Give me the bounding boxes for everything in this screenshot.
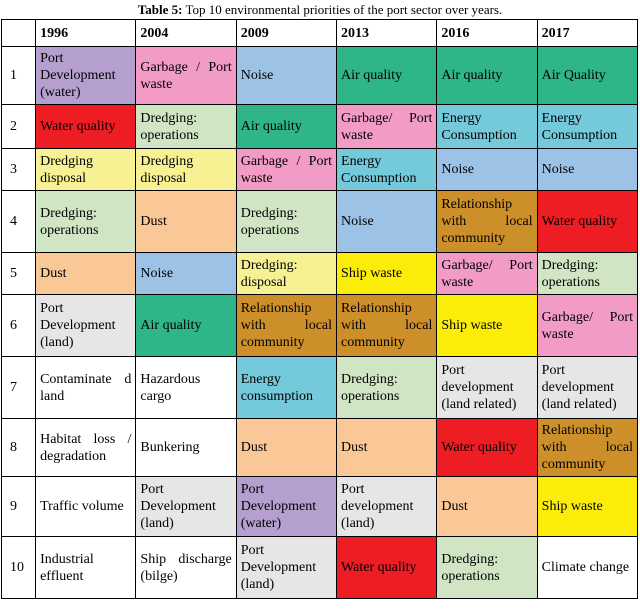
- priority-cell: Water quality: [336, 536, 438, 599]
- priority-cell: Garbage/ Port waste: [336, 104, 438, 149]
- priority-cell: Energy Consumption: [536, 104, 639, 149]
- priority-cell: Port development (land): [336, 476, 438, 537]
- table-row: 7 Contaminate d land Hazardous cargo Energy…: [0, 356, 639, 419]
- priority-cell: Water quality: [436, 418, 538, 477]
- priority-cell: Ship waste: [536, 476, 639, 537]
- priority-cell: Dredging: disposal: [235, 252, 338, 295]
- priority-cell: Energy Consumption: [436, 104, 538, 149]
- table-row: 10 Industrial effluent Ship discharge (bil…: [0, 536, 639, 599]
- priority-cell: Noise: [336, 190, 438, 253]
- rank-cell: 8: [0, 418, 37, 477]
- table-row: 3 Dredging disposal Dredging disposal Garba…: [0, 148, 639, 191]
- header-year-2017: 2017: [536, 19, 639, 47]
- priority-cell: Air quality: [336, 46, 438, 105]
- priority-cell: Dust: [436, 476, 538, 537]
- priority-cell: Dredging: operations: [35, 190, 137, 253]
- table-caption-text: Top 10 environmental priorities of the p…: [182, 2, 503, 17]
- priority-cell: Bunkering: [135, 418, 237, 477]
- priority-cell: Port development (land related): [536, 356, 639, 419]
- priority-cell: Ship waste: [336, 252, 438, 295]
- table-row: 2 Water quality Dredging: operations Air qu…: [0, 104, 639, 149]
- header-row: 1996 2004 2009 2013 2016 2017: [0, 19, 639, 47]
- rank-cell: 2: [0, 104, 37, 149]
- priority-cell: Garbage/ Port waste: [436, 252, 538, 295]
- priority-cell: Dredging: operations: [536, 252, 639, 295]
- rank-cell: 5: [0, 252, 37, 295]
- priority-cell: Energy Consumption: [336, 148, 438, 191]
- rank-cell: 3: [0, 148, 37, 191]
- rank-cell: 7: [0, 356, 37, 419]
- priority-cell: Dust: [135, 190, 237, 253]
- priority-cell: Ship discharge (bilge): [135, 536, 237, 599]
- priority-cell: Garbage / Port waste: [135, 46, 237, 105]
- rank-cell: 10: [0, 536, 37, 599]
- table-caption: Table 5: Top 10 environmental priorities…: [0, 2, 640, 18]
- priority-cell: Air quality: [135, 294, 237, 357]
- priority-cell: Energy consumption: [235, 356, 338, 419]
- priority-cell: Noise: [135, 252, 237, 295]
- priority-cell: Port development (land related): [436, 356, 538, 419]
- priorities-table: 1996 2004 2009 2013 2016 2017 1 Port Deve…: [0, 19, 639, 599]
- priority-cell: Relationship with local community: [235, 294, 338, 357]
- table-row: 8 Habitat loss / degradation Bunkering Dust…: [0, 418, 639, 477]
- priority-cell: Port Development (water): [235, 476, 338, 537]
- table-row: 1 Port Development (water) Garbage / Port …: [0, 46, 639, 105]
- table-row: 9 Traffic volume Port Development (land) Po…: [0, 476, 639, 537]
- priority-cell: Dust: [235, 418, 338, 477]
- rank-cell: 6: [0, 294, 37, 357]
- priority-cell: Dredging disposal: [35, 148, 137, 191]
- priority-cell: Water quality: [35, 104, 137, 149]
- priority-cell: Dredging: operations: [235, 190, 338, 253]
- priority-cell: Water quality: [536, 190, 639, 253]
- priority-cell: Ship waste: [436, 294, 538, 357]
- priority-cell: Industrial effluent: [35, 536, 137, 599]
- priority-cell: Dredging: operations: [336, 356, 438, 419]
- priority-cell: Climate change: [536, 536, 639, 599]
- priority-cell: Noise: [436, 148, 538, 191]
- header-year-2004: 2004: [135, 19, 237, 47]
- priority-cell: Port Development (land): [235, 536, 338, 599]
- header-year-2016: 2016: [436, 19, 538, 47]
- table-row: 4 Dredging: operations Dust Dredging: opera…: [0, 190, 639, 253]
- header-year-1996: 1996: [35, 19, 137, 47]
- priority-cell: Air quality: [436, 46, 538, 105]
- priority-cell: Dredging: operations: [436, 536, 538, 599]
- priority-cell: Air Quality: [536, 46, 639, 105]
- priority-cell: Dredging disposal: [135, 148, 237, 191]
- rank-cell: 4: [0, 190, 37, 253]
- priority-cell: Dredging: operations: [135, 104, 237, 149]
- priority-cell: Port Development (water): [35, 46, 137, 105]
- priority-cell: Port Development (land): [35, 294, 137, 357]
- rank-cell: 1: [0, 46, 37, 105]
- priority-cell: Hazardous cargo: [135, 356, 237, 419]
- priority-cell: Traffic volume: [35, 476, 137, 537]
- rank-cell: 9: [0, 476, 37, 537]
- table-row: 6 Port Development (land) Air quality Relat…: [0, 294, 639, 357]
- priority-cell: Garbage / Port waste: [235, 148, 338, 191]
- priority-cell: Dust: [336, 418, 438, 477]
- priority-cell: Port Development (land): [135, 476, 237, 537]
- priority-cell: Relationship with local community: [336, 294, 438, 357]
- priority-cell: Garbage/ Port waste: [536, 294, 639, 357]
- priority-cell: Relationship with local community: [436, 190, 538, 253]
- priority-cell: Noise: [235, 46, 338, 105]
- priority-cell: Habitat loss / degradation: [35, 418, 137, 477]
- priority-cell: Relationship with local community: [536, 418, 639, 477]
- table-caption-label: Table 5:: [137, 2, 183, 17]
- priority-cell: Dust: [35, 252, 137, 295]
- table-row: 5 Dust Noise Dredging: disposal Ship waste Ga…: [0, 252, 639, 295]
- header-year-2009: 2009: [235, 19, 338, 47]
- header-rank: [0, 19, 37, 47]
- priority-cell: Contaminate d land: [35, 356, 137, 419]
- priority-cell: Air quality: [235, 104, 338, 149]
- table-body: 1 Port Development (water) Garbage / Port …: [0, 46, 639, 599]
- priority-cell: Noise: [536, 148, 639, 191]
- header-year-2013: 2013: [336, 19, 438, 47]
